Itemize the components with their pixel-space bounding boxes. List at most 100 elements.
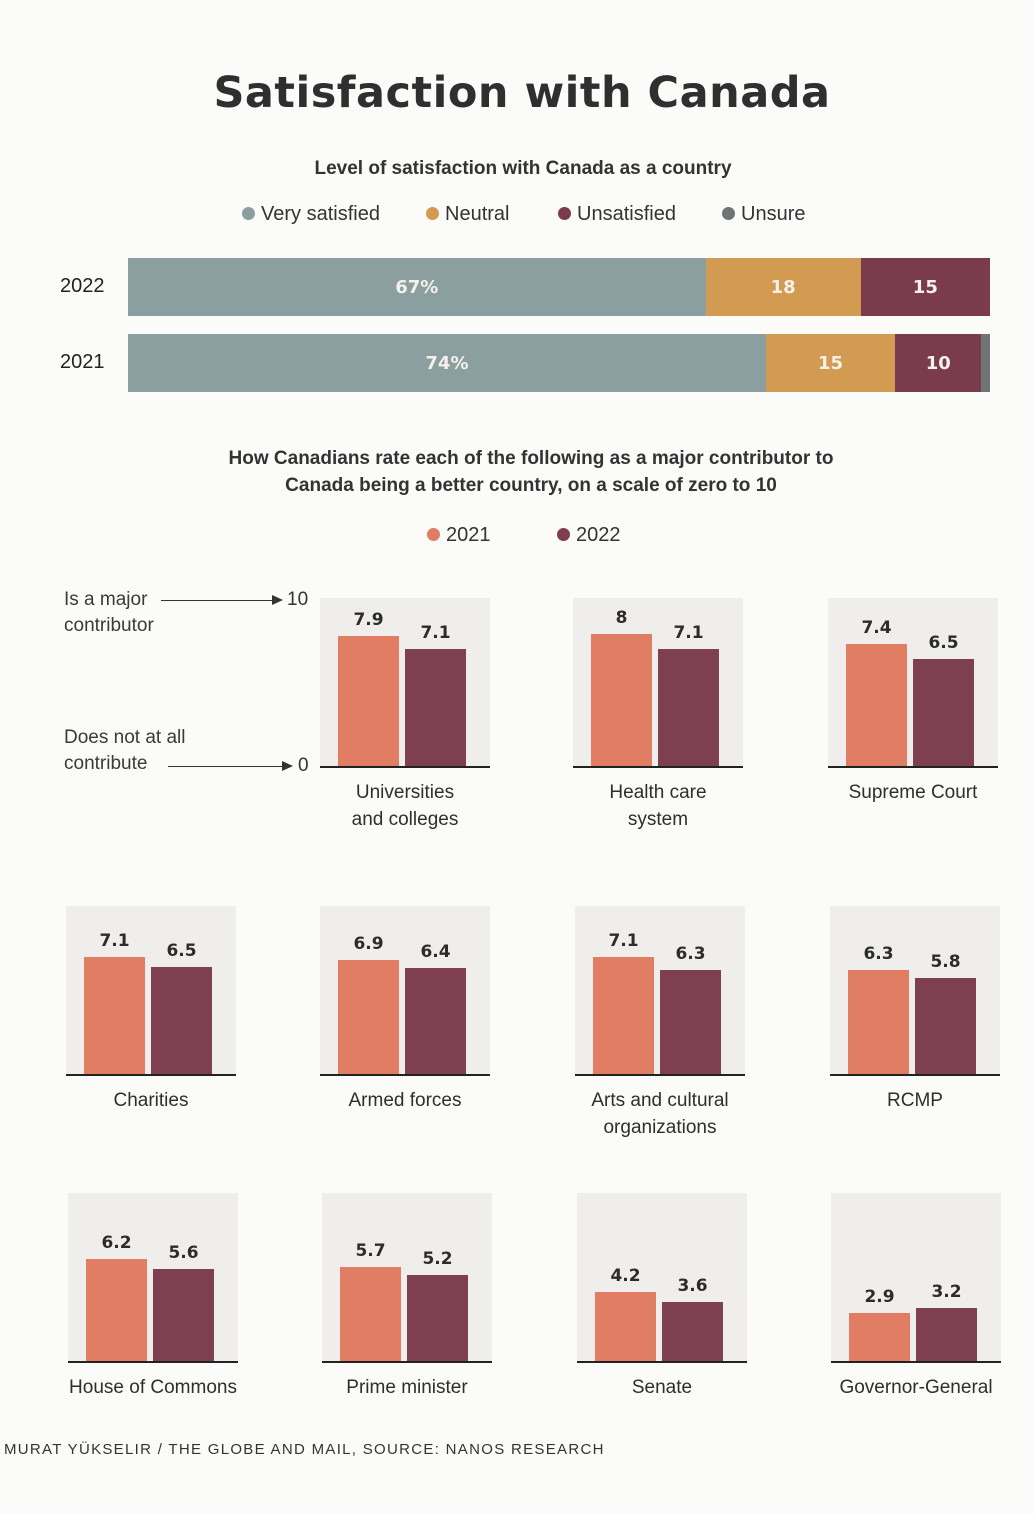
category-label-line: Armed forces xyxy=(348,1090,462,1111)
data-label: 3.6 xyxy=(677,1275,708,1296)
category-label: Supreme Court xyxy=(798,779,1028,806)
category-label: Prime minister xyxy=(292,1374,522,1401)
category-label: Armed forces xyxy=(290,1087,520,1114)
data-label: 10 xyxy=(925,352,951,374)
bar-2021 xyxy=(849,1313,910,1361)
category-label-line: Health care xyxy=(609,782,707,803)
bar-2021 xyxy=(340,1266,401,1361)
panel-baseline xyxy=(830,1074,1000,1076)
bar-2021 xyxy=(591,634,652,766)
category-label-line: organizations xyxy=(603,1117,717,1138)
year-label: 2022 xyxy=(60,275,105,297)
bar-2021 xyxy=(338,635,399,766)
data-label: 15 xyxy=(817,352,844,374)
satisfaction-subtitle: Level of satisfaction with Canada as a c… xyxy=(314,158,732,179)
data-label: 6.9 xyxy=(353,934,384,955)
year-label: 2021 xyxy=(60,351,105,373)
data-label: 5.8 xyxy=(930,952,961,973)
bar-segment: 74% xyxy=(128,334,766,392)
bar-segment: 10 xyxy=(895,334,982,392)
bar-2021 xyxy=(848,970,909,1074)
bar-segment: 18 xyxy=(705,258,861,316)
contributor-panel: 6.3 5.8 xyxy=(830,906,1000,1076)
bar-2022 xyxy=(405,648,466,766)
category-label-line: RCMP xyxy=(887,1090,943,1111)
category-label-line: Prime minister xyxy=(346,1377,468,1398)
contributor-panel: 7.4 6.5 xyxy=(828,598,998,768)
category-label-line: and colleges xyxy=(351,809,459,830)
guide-bottom-arrow-line xyxy=(168,766,283,767)
bar-2022 xyxy=(405,968,466,1074)
legend-swatch xyxy=(722,207,735,220)
data-label: 18 xyxy=(770,276,796,298)
legend-label: 2022 xyxy=(576,524,621,546)
stacked-bar: 74% 15 10 xyxy=(128,334,990,392)
data-label: 7.1 xyxy=(608,930,639,951)
category-label-line: Arts and cultural xyxy=(591,1090,729,1111)
bar-2022 xyxy=(151,966,212,1074)
category-label: Arts and cultural organizations xyxy=(545,1087,775,1141)
panel-baseline xyxy=(577,1361,747,1363)
contributor-panel: 7.1 6.5 xyxy=(66,906,236,1076)
panel-baseline xyxy=(66,1074,236,1076)
data-label: 5.7 xyxy=(355,1240,386,1261)
category-label-line: system xyxy=(627,809,689,830)
category-label-line: House of Commons xyxy=(69,1377,237,1398)
contributor-panel: 7.1 6.3 xyxy=(575,906,745,1076)
legend-label: Unsure xyxy=(741,203,806,225)
guide-bottom-label: Does not at all contribute xyxy=(64,725,185,777)
data-label: 7.9 xyxy=(353,609,384,630)
panel-baseline xyxy=(320,766,490,768)
data-label: 74% xyxy=(425,352,469,374)
data-label: 6.4 xyxy=(420,942,451,963)
category-label-line: Universities xyxy=(355,782,455,803)
category-label: Governor-General xyxy=(801,1374,1031,1401)
bar-segment: 15 xyxy=(860,258,990,316)
bar-2022 xyxy=(660,970,721,1074)
legend-item: Very satisfied xyxy=(242,203,380,226)
contributor-panel: 6.2 5.6 xyxy=(68,1193,238,1363)
legend-swatch xyxy=(242,207,255,220)
panel-baseline xyxy=(575,1074,745,1076)
category-label: Senate xyxy=(547,1374,777,1401)
data-label: 15 xyxy=(912,276,938,298)
bar-2022 xyxy=(407,1275,468,1361)
data-label: 2.9 xyxy=(864,1287,895,1308)
legend-label: 2021 xyxy=(446,524,491,546)
bar-2022 xyxy=(662,1301,723,1361)
legend-label: Neutral xyxy=(445,203,510,225)
credit-line: MURAT YÜKSELIR / THE GLOBE AND MAIL, SOU… xyxy=(4,1441,605,1458)
guide-top-arrow-icon xyxy=(272,595,283,605)
chart-title: Satisfaction with Canada xyxy=(213,68,831,118)
data-label: 6.2 xyxy=(101,1232,132,1253)
category-label: House of Commons xyxy=(38,1374,268,1401)
legend-swatch xyxy=(557,528,570,541)
bar-2022 xyxy=(658,648,719,766)
data-label: 7.4 xyxy=(861,617,892,638)
guide-top-label: Is a major contributor xyxy=(64,587,154,639)
guide-top-value: 10 xyxy=(287,589,309,610)
contributors-subtitle-line1: How Canadians rate each of the following… xyxy=(228,448,834,469)
bar-2022 xyxy=(915,978,976,1074)
legend-swatch xyxy=(558,207,571,220)
data-label: 5.6 xyxy=(168,1242,199,1263)
legend-swatch xyxy=(426,207,439,220)
data-label: 8 xyxy=(615,608,628,628)
contributor-panel: 2.9 3.2 xyxy=(831,1193,1001,1363)
data-label: 6.5 xyxy=(166,940,197,961)
data-label: 6.3 xyxy=(863,944,894,965)
guide-bottom-line1: Does not at all xyxy=(64,727,186,748)
contributor-panel: 7.9 7.1 xyxy=(320,598,490,768)
bar-2022 xyxy=(916,1308,977,1361)
panel-baseline xyxy=(828,766,998,768)
bar-2022 xyxy=(913,658,974,766)
guide-bottom-value: 0 xyxy=(298,755,309,776)
contributor-panel: 5.7 5.2 xyxy=(322,1193,492,1363)
contributor-panel: 6.9 6.4 xyxy=(320,906,490,1076)
bar-2022 xyxy=(153,1268,214,1361)
guide-top-arrow-line xyxy=(161,600,273,601)
data-label: 3.2 xyxy=(931,1282,962,1303)
legend-item: 2022 xyxy=(557,524,621,547)
legend-item: Unsure xyxy=(722,203,805,226)
panel-baseline xyxy=(573,766,743,768)
